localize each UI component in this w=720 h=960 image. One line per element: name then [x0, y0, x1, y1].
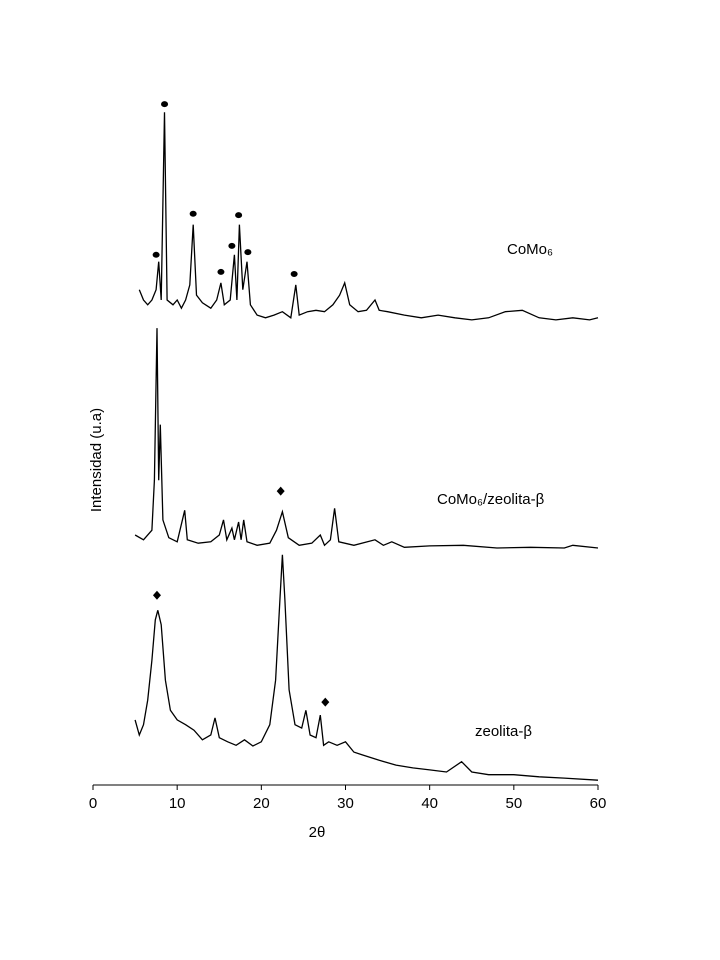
x-tick-label: 60 [590, 795, 607, 812]
x-axis-label: 2θ [309, 824, 326, 841]
peak-marker [152, 590, 161, 600]
x-tick-label: 0 [89, 795, 97, 812]
peak-marker [217, 268, 225, 275]
x-tick-label: 50 [505, 795, 522, 812]
x-tick-label: 30 [337, 795, 354, 812]
peak-marker [228, 242, 236, 249]
x-tick-label: 10 [169, 795, 186, 812]
peak-marker [235, 212, 243, 219]
x-tick-label: 20 [253, 795, 270, 812]
peak-marker [152, 251, 160, 258]
peak-marker [189, 210, 197, 217]
series-label: zeolita-β [475, 723, 532, 740]
peak-marker [161, 101, 169, 108]
series-label: CoMo₆/zeolita-β [437, 491, 545, 508]
xrd-trace [134, 554, 599, 781]
peak-marker [276, 486, 285, 496]
xrd-trace [134, 328, 599, 549]
peak-marker [290, 270, 298, 277]
series-label: CoMo₆ [507, 241, 553, 258]
peak-marker [321, 697, 330, 707]
peak-marker [244, 249, 252, 256]
x-tick-label: 40 [421, 795, 438, 812]
xrd-trace [138, 112, 599, 321]
y-axis-label: Intensidad (u.a) [88, 408, 105, 512]
